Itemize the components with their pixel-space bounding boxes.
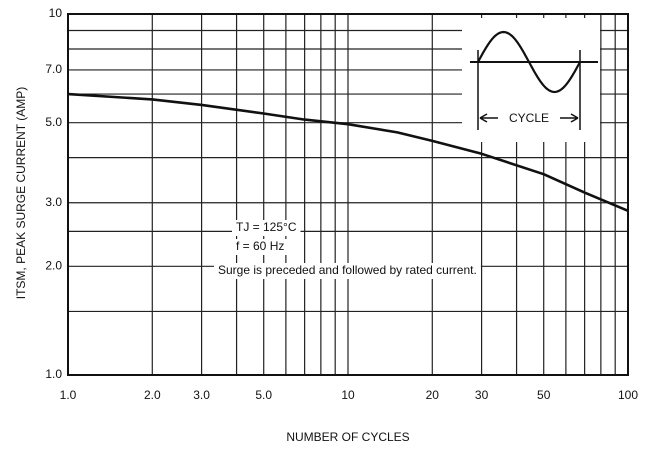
x-axis-label: NUMBER OF CYCLES <box>286 430 409 444</box>
x-tick-label: 1.0 <box>60 388 77 402</box>
inset-sine <box>477 30 581 94</box>
plot-frame <box>67 13 629 376</box>
inset-label: CYCLE <box>509 111 549 125</box>
annotation: TJ = 125°C <box>236 220 297 234</box>
x-tick-label: 5.0 <box>255 388 272 402</box>
x-tick-label: 20 <box>426 388 440 402</box>
y-axis-label: ITSM, PEAK SURGE CURRENT (AMP) <box>14 87 28 299</box>
x-tick-label: 50 <box>537 388 551 402</box>
y-tick-label: 10 <box>49 6 63 20</box>
x-tick-label: 30 <box>475 388 489 402</box>
y-tick-label: 7.0 <box>45 62 62 76</box>
annotation-bg <box>232 239 289 255</box>
y-tick-label: 5.0 <box>45 115 62 129</box>
inset-arrow <box>479 113 579 123</box>
y-tick-label: 3.0 <box>45 195 62 209</box>
x-tick-label: 100 <box>618 388 638 402</box>
x-tick-label: 3.0 <box>193 388 210 402</box>
y-tick-label: 2.0 <box>45 259 62 273</box>
y-tick-label: 1.0 <box>45 367 62 381</box>
annotation-bg <box>232 220 301 236</box>
x-tick-label: 10 <box>341 388 355 402</box>
annotation-bg <box>214 263 481 279</box>
data-line <box>67 92 629 212</box>
annotation: Surge is preceded and followed by rated … <box>218 263 477 277</box>
x-tick-label: 2.0 <box>144 388 161 402</box>
annotation: f = 60 Hz <box>236 239 284 253</box>
